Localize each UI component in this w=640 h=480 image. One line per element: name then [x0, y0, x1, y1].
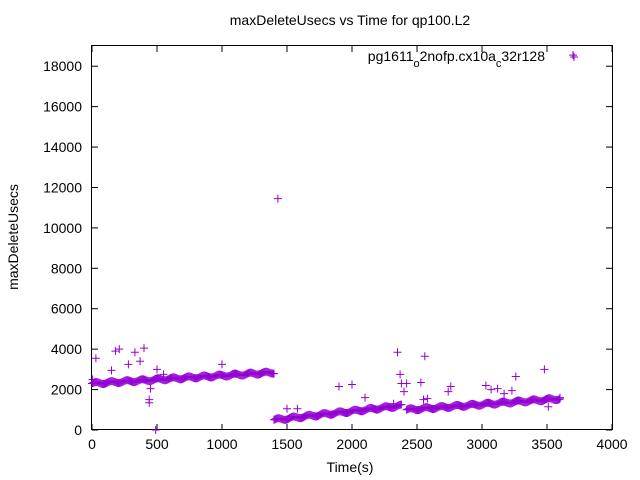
- data-point: [270, 369, 278, 378]
- x-tick-label: 3000: [466, 436, 497, 452]
- y-tick-label: 8000: [51, 260, 82, 276]
- legend-label-part: c: [496, 58, 502, 70]
- data-point-outlier: [348, 380, 356, 389]
- data-point-outlier: [124, 360, 133, 369]
- data-point-outlier: [444, 387, 453, 396]
- data-point: [554, 395, 563, 404]
- plot-frame: [91, 45, 613, 430]
- data-point-outlier: [419, 395, 428, 404]
- data-point-outlier: [423, 394, 432, 403]
- data-point-outlier: [151, 426, 160, 434]
- legend-label-part: o: [413, 58, 419, 70]
- data-point-outlier: [146, 384, 155, 393]
- data-points: [88, 51, 577, 434]
- legend-plus-marker: [570, 53, 578, 61]
- y-tick-label: 18000: [43, 58, 82, 74]
- data-point-outlier: [145, 398, 154, 407]
- legend-label-part: pg1611: [368, 48, 414, 64]
- data-point-outlier: [556, 393, 564, 402]
- data-point-outlier: [153, 365, 161, 374]
- y-tick-label: 2000: [51, 382, 82, 398]
- legend-marker-icon: [570, 53, 578, 61]
- y-tick-label: 6000: [51, 301, 82, 317]
- data-point: [397, 400, 406, 409]
- legend-label-part: 2nofp.cx10a: [420, 48, 496, 64]
- data-point-outlier: [361, 393, 369, 402]
- x-tick-label: 1500: [271, 436, 302, 452]
- data-point-outlier: [540, 365, 549, 374]
- data-point-outlier: [159, 370, 168, 379]
- y-tick-label: 14000: [43, 139, 82, 155]
- y-tick-label: 10000: [43, 220, 82, 236]
- data-point-outlier: [283, 404, 291, 413]
- data-point-outlier: [218, 360, 226, 369]
- y-tick-label: 12000: [43, 179, 82, 195]
- x-axis: 0 500 1000 1500 2000 2500 3000 3500 4000: [88, 46, 628, 452]
- data-point-outlier: [136, 357, 145, 366]
- x-tick-label: 0: [88, 436, 96, 452]
- y-axis: 0 2000 4000 6000 8000 10000 12000 14000 16000 180…: [43, 58, 612, 438]
- data-point-outlier: [544, 402, 553, 411]
- x-tick-label: 500: [145, 436, 169, 452]
- data-point-outlier: [507, 386, 516, 395]
- chart-title: maxDeleteUsecs vs Time for qp100.L2: [230, 12, 471, 28]
- data-point-outlier: [115, 345, 124, 354]
- x-tick-label: 1000: [206, 436, 237, 452]
- y-tick-label: 4000: [51, 341, 82, 357]
- data-point-outlier: [111, 347, 120, 356]
- y-tick-label: 16000: [43, 99, 82, 115]
- data-point-outlier: [500, 389, 509, 398]
- data-point-outlier: [416, 378, 425, 387]
- data-point-outlier: [293, 404, 302, 413]
- data-point-outlier: [420, 352, 429, 361]
- x-tick-label: 3500: [531, 436, 562, 452]
- legend: pg1611o2nofp.cx10ac32r128: [368, 48, 578, 70]
- data-point-outlier: [389, 399, 398, 408]
- data-point-outlier: [481, 381, 490, 390]
- data-point-outlier: [446, 382, 455, 391]
- data-point-outlier: [400, 387, 408, 396]
- data-point-outlier: [393, 348, 402, 357]
- data-point-outlier: [511, 372, 520, 381]
- data-point-outlier: [402, 379, 411, 388]
- legend-label: pg1611o2nofp.cx10ac32r128: [368, 48, 545, 70]
- y-tick-label: 0: [74, 422, 82, 438]
- data-point-outlier: [140, 344, 148, 353]
- data-point-outlier: [493, 384, 502, 393]
- data-point-outlier: [569, 51, 577, 60]
- y-axis-label: maxDeleteUsecs: [5, 184, 21, 290]
- data-point-outlier: [88, 375, 97, 384]
- x-axis-label: Time(s): [327, 459, 374, 475]
- data-point-outlier: [335, 382, 343, 391]
- data-point-outlier: [107, 366, 116, 375]
- legend-label-part: 32r128: [501, 48, 545, 64]
- data-point-outlier: [396, 370, 405, 379]
- data-point-outlier: [130, 348, 139, 357]
- data-point-outlier: [273, 194, 282, 203]
- data-point-outlier: [91, 354, 100, 363]
- x-tick-label: 4000: [596, 436, 627, 452]
- x-tick-label: 2000: [336, 436, 367, 452]
- x-tick-label: 2500: [401, 436, 432, 452]
- data-point-outlier: [487, 385, 496, 394]
